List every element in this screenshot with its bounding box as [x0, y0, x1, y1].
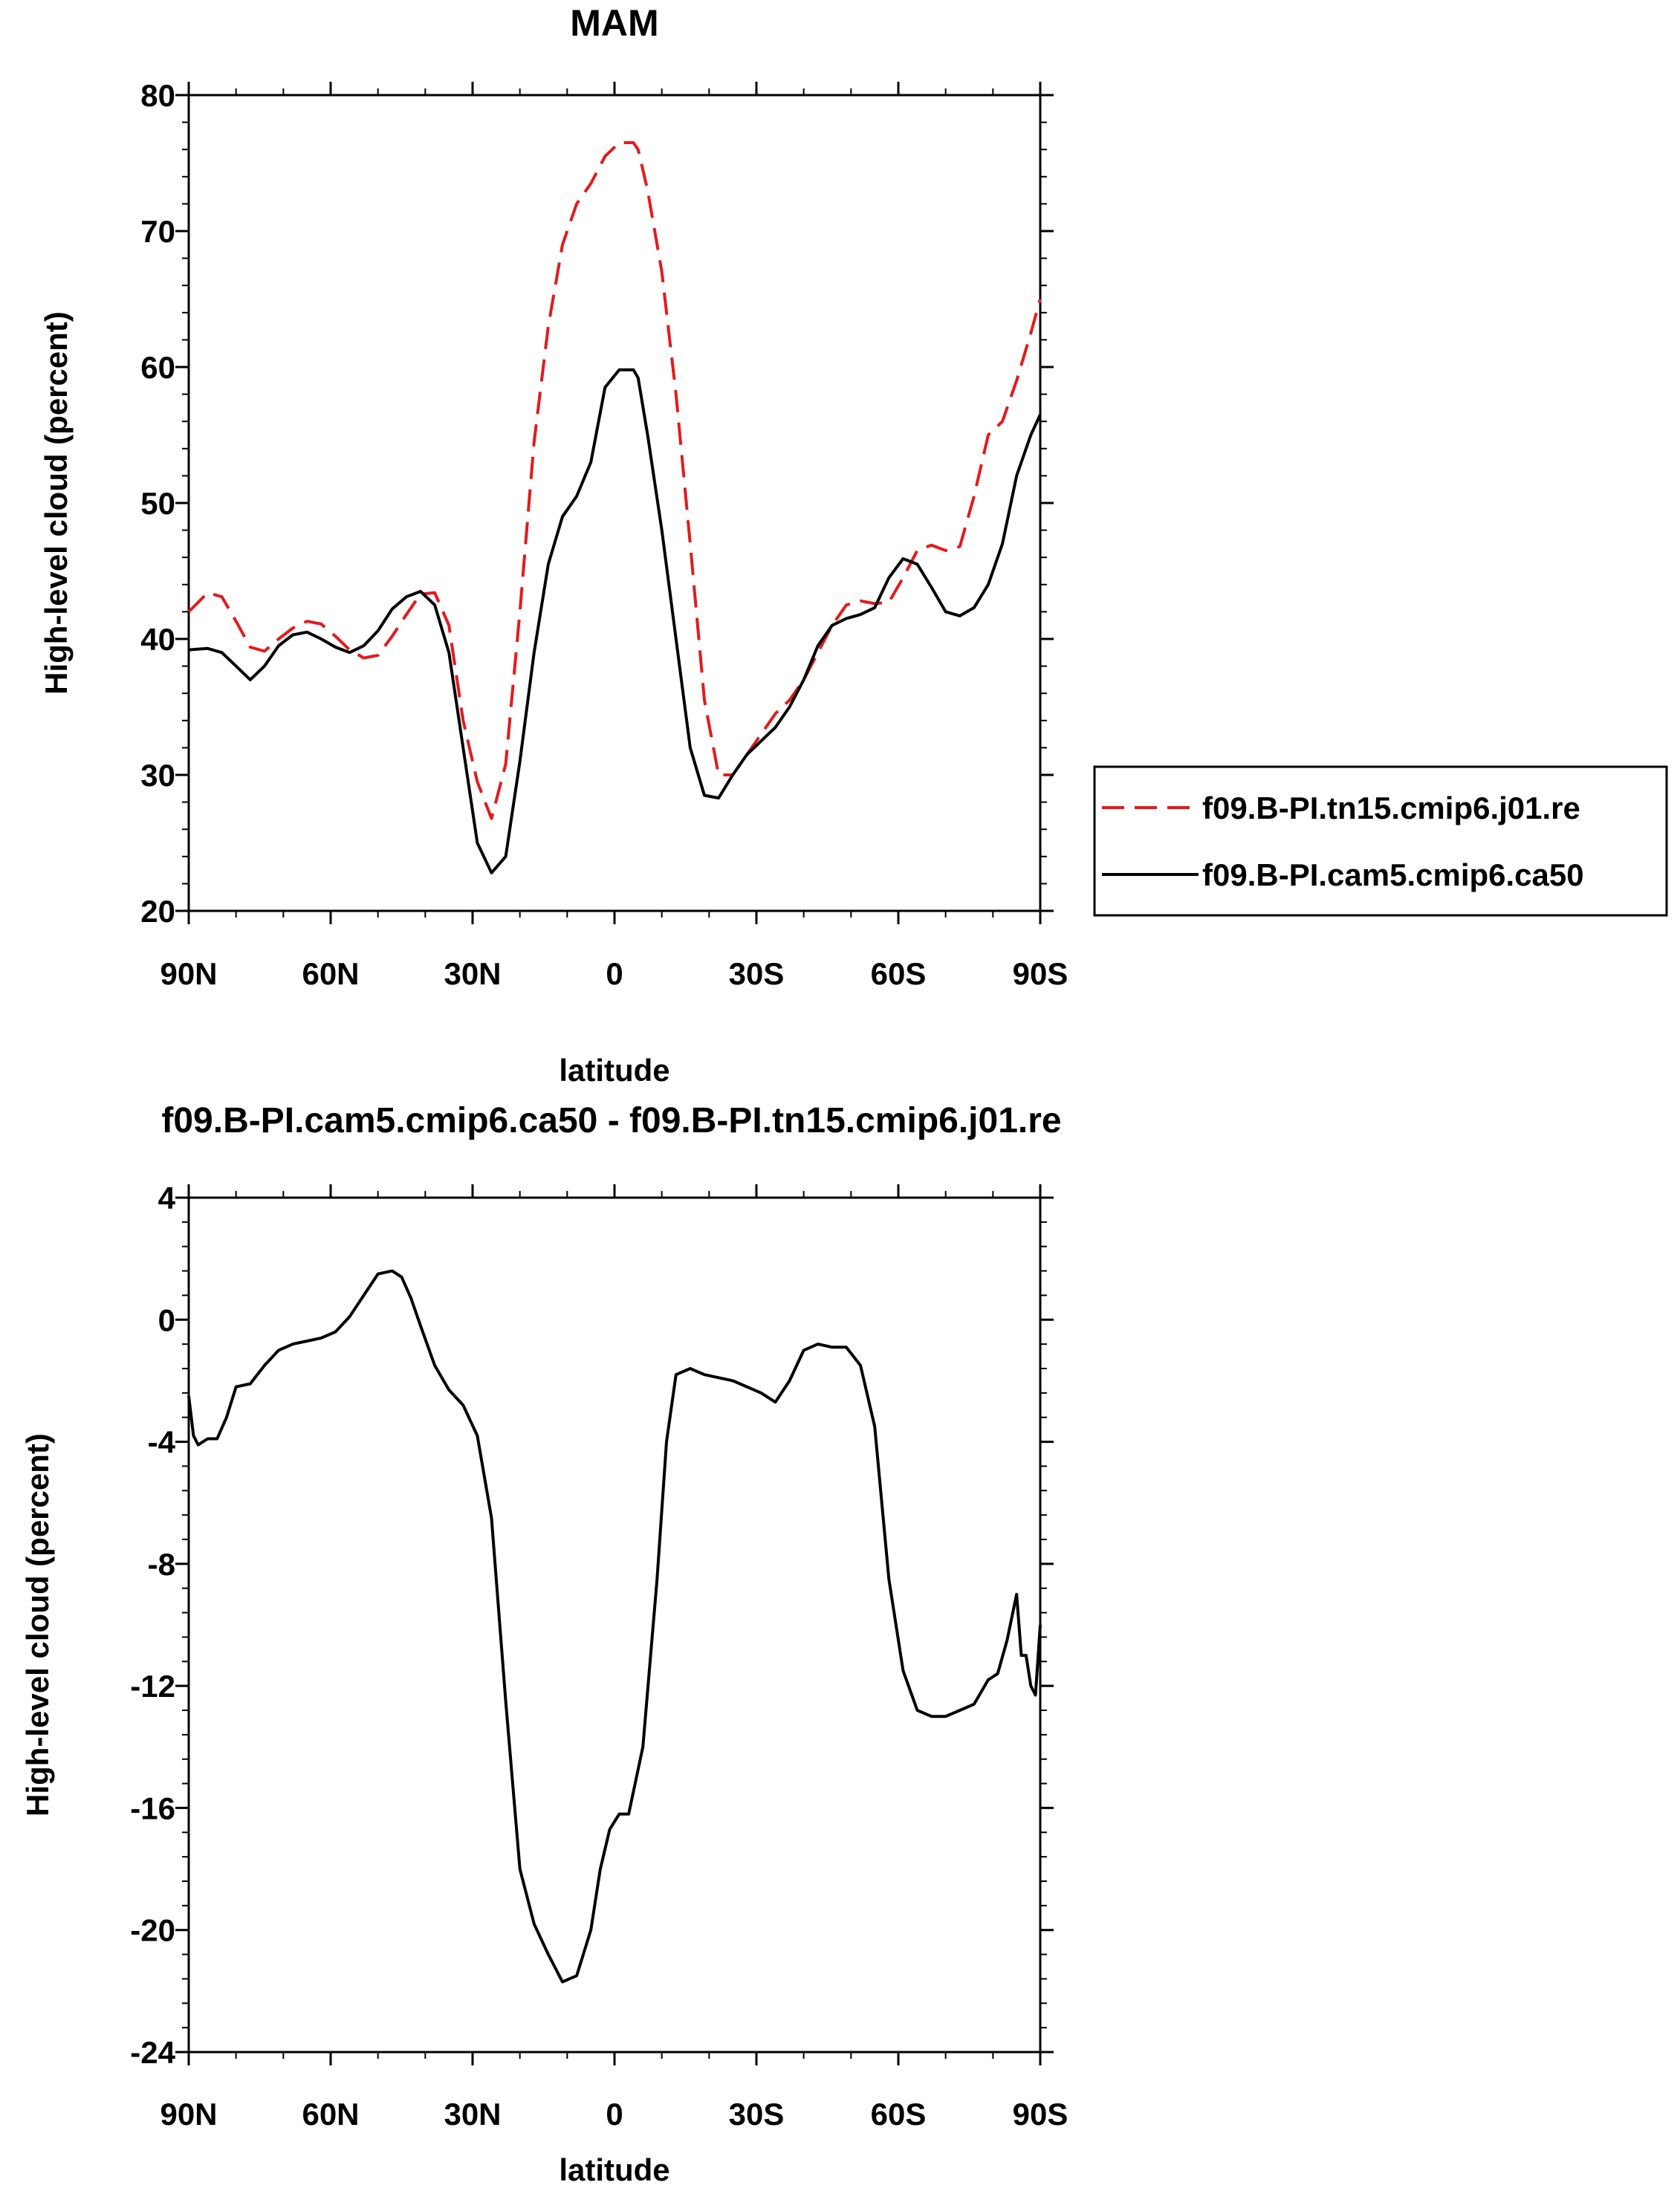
legend-label: f09.B-PI.tn15.cmip6.j01.re	[1202, 791, 1580, 825]
y-tick-label: -12	[130, 1669, 175, 1704]
x-tick-label: 30S	[729, 2097, 785, 2132]
x-tick-label: 30N	[444, 956, 501, 991]
legend-label: f09.B-PI.cam5.cmip6.ca50	[1202, 857, 1584, 892]
x-tick-label: 0	[606, 956, 623, 991]
bottom-panel: f09.B-PI.cam5.cmip6.ca50 - f09.B-PI.tn15…	[20, 1101, 1068, 2187]
series-line-0	[187, 1269, 1042, 1984]
y-tick-label: 80	[140, 78, 175, 113]
y-axis-label: High-level cloud (percent)	[39, 311, 74, 695]
x-tick-label: 90S	[1013, 2097, 1068, 2132]
x-tick-label: 60N	[302, 2097, 359, 2132]
x-tick-label: 30N	[444, 2097, 501, 2132]
y-tick-label: -24	[130, 2035, 175, 2070]
y-tick-label: 40	[140, 622, 175, 657]
x-tick-label: 60S	[871, 956, 927, 991]
x-tick-label: 60N	[302, 956, 359, 991]
chart-title: MAM	[570, 2, 658, 44]
y-tick-label: -16	[130, 1791, 175, 1825]
x-tick-label: 90N	[160, 956, 217, 991]
x-axis-label: latitude	[559, 2152, 669, 2187]
series-line-0	[187, 141, 1042, 820]
y-tick-label: 30	[140, 758, 175, 793]
y-tick-label: -4	[148, 1425, 176, 1460]
x-tick-label: 30S	[729, 956, 785, 991]
x-axis-label: latitude	[559, 1053, 669, 1088]
plot-frame	[187, 94, 1042, 912]
y-tick-label: 50	[140, 486, 175, 521]
x-tick-label: 90N	[160, 2097, 217, 2132]
y-tick-label: 70	[140, 214, 175, 249]
y-tick-label: 20	[140, 894, 175, 929]
y-tick-label: 60	[140, 350, 175, 385]
y-tick-label: -8	[148, 1547, 175, 1582]
top-panel: MAM 20 30 40 50 60 70 80 90N 60N 30N 0 30S 60S 90S lati…	[39, 2, 1668, 1088]
y-axis-label: High-level cloud (percent)	[20, 1433, 55, 1817]
series-line-1	[188, 368, 1042, 874]
x-tick-label: 0	[606, 2097, 623, 2132]
chart-title: f09.B-PI.cam5.cmip6.ca50 - f09.B-PI.tn15…	[161, 1101, 1061, 1140]
x-tick-label: 90S	[1013, 956, 1068, 991]
legend-box	[1093, 765, 1668, 917]
y-tick-label: 0	[158, 1302, 175, 1337]
plot-frame	[187, 1196, 1042, 2054]
y-tick-label: -20	[130, 1913, 175, 1948]
y-tick-label: 4	[158, 1181, 176, 1215]
x-tick-label: 60S	[871, 2097, 927, 2132]
